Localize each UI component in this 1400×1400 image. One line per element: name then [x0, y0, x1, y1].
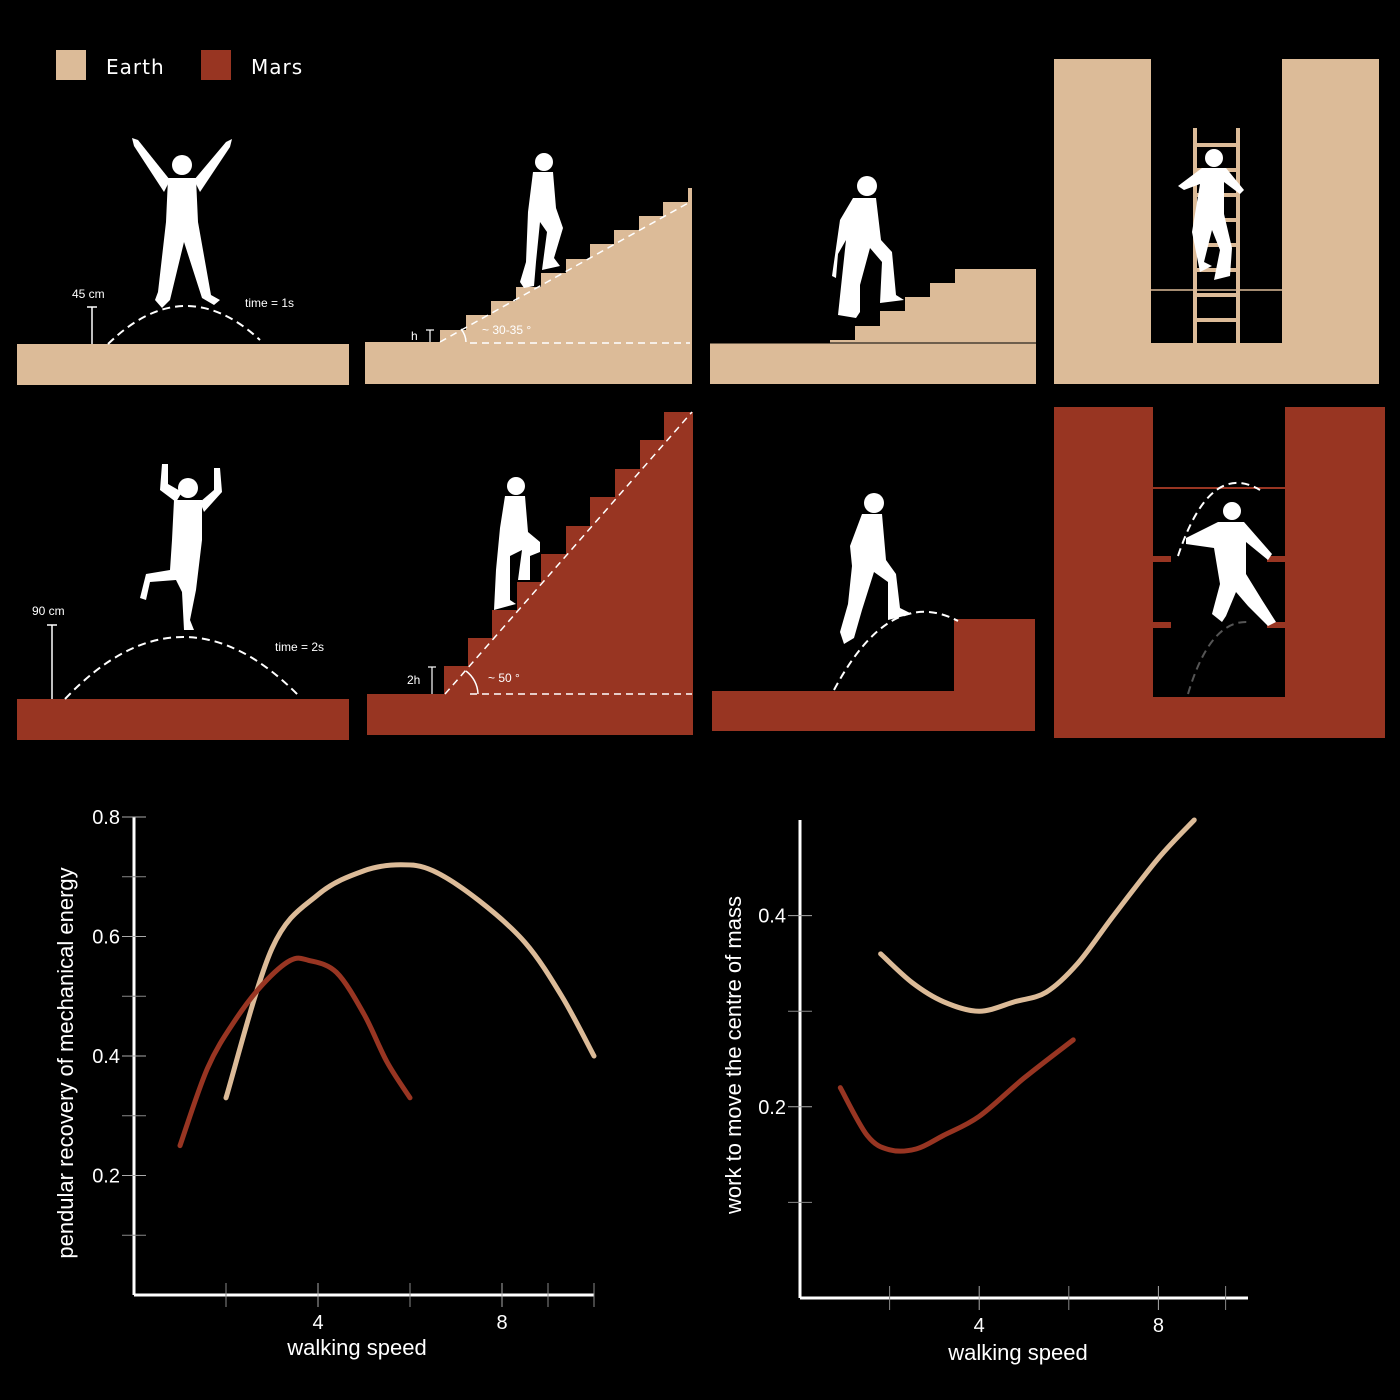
step-height-label: h [411, 329, 418, 343]
legend-swatch-mars [201, 50, 231, 80]
y-axis-label: pendular recovery of mechanical energy [53, 867, 78, 1258]
legend-label-mars: Mars [251, 55, 303, 79]
slope-line [444, 411, 693, 695]
chart-pendular-recovery: pendular recovery of mechanical energy w… [53, 807, 597, 1360]
mars-jump-panel: 90 cm time = 2s [17, 464, 349, 740]
height-label: 90 cm [32, 604, 65, 618]
legend-swatch-earth [56, 50, 86, 80]
ledge [1153, 622, 1171, 628]
time-label: time = 2s [275, 640, 324, 654]
jumping-person-icon [132, 138, 232, 308]
y-tick-label: 0.4 [92, 1046, 120, 1068]
x-axis-label: walking speed [286, 1335, 426, 1360]
y-tick-label: 0.2 [92, 1166, 120, 1188]
bounding-person-icon [1186, 502, 1276, 626]
mars-well [1054, 407, 1385, 738]
mars-staircase [367, 412, 693, 735]
y-axis-label: work to move the centre of mass [721, 896, 746, 1215]
angle-label: ~ 30-35 ° [482, 323, 531, 337]
mars-shaft-panel [1054, 407, 1385, 738]
jump-trajectory [64, 636, 301, 700]
earth-ground [17, 344, 349, 385]
x-tick-label: 8 [1153, 1315, 1164, 1337]
bound-trajectory-lower [1187, 620, 1249, 695]
chart-work-centre-of-mass: work to move the centre of mass walking … [721, 817, 1248, 1365]
x-axis-label: walking speed [947, 1340, 1087, 1365]
mars-tall-step [712, 619, 1035, 731]
y-tick-label: 0.2 [758, 1097, 786, 1119]
earth-ladder-panel [1054, 59, 1379, 384]
earth-walk-panel [710, 176, 1036, 384]
x-tick-label: 8 [496, 1312, 507, 1334]
earth-staircase [365, 188, 692, 384]
angle-label: ~ 50 ° [488, 671, 520, 685]
ledge [1267, 556, 1285, 562]
jump-trajectory [107, 305, 261, 345]
ledge [1153, 556, 1171, 562]
ledge [1267, 622, 1285, 628]
height-label: 45 cm [72, 287, 105, 301]
walking-person-icon [832, 176, 904, 318]
legend: Earth Mars [56, 50, 303, 80]
earth-stairs-panel: h ~ 30-35 ° [365, 153, 692, 384]
walking-person-icon [840, 493, 912, 644]
x-tick-label: 4 [974, 1315, 985, 1337]
climbing-person-icon [520, 153, 563, 288]
mars-walk-panel [712, 493, 1035, 731]
mars-stairs-panel: 2h ~ 50 ° [367, 411, 693, 735]
y-tick-label: 0.8 [92, 807, 120, 829]
series-line-earth [878, 817, 1197, 1014]
series-line-mars [177, 955, 413, 1149]
earth-well [1054, 59, 1379, 384]
series-line-mars [837, 1037, 1076, 1154]
step-height-label: 2h [407, 673, 420, 687]
series-line-earth [223, 862, 597, 1101]
time-label: time = 1s [245, 296, 294, 310]
legend-label-earth: Earth [106, 55, 165, 79]
bound-trajectory [1177, 481, 1261, 557]
jumping-person-icon [140, 464, 222, 630]
earth-jump-panel: 45 cm time = 1s [17, 138, 349, 385]
ladder-climber-icon [1178, 149, 1244, 280]
x-tick-label: 4 [312, 1312, 323, 1334]
step-trajectory [833, 610, 959, 691]
y-tick-label: 0.6 [92, 927, 120, 949]
y-tick-label: 0.4 [758, 906, 786, 928]
climbing-person-icon [494, 477, 540, 610]
mars-ground [17, 699, 349, 740]
earth-small-steps [710, 269, 1036, 384]
